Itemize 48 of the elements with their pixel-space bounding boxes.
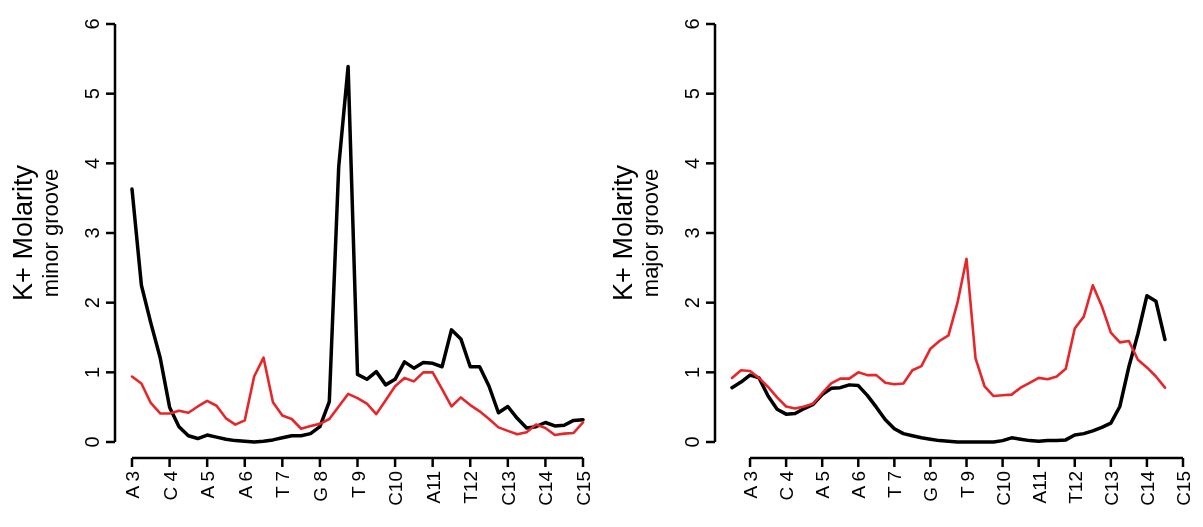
y-tick-label: 4 xyxy=(81,157,103,169)
x-tick-label: C14 xyxy=(1136,470,1158,506)
x-tick-label: A 6 xyxy=(848,471,870,499)
y-tick-label: 3 xyxy=(81,227,103,239)
y-tick-label: 6 xyxy=(81,18,103,30)
text: minor groove xyxy=(38,168,63,298)
x-tick-label: A 5 xyxy=(812,471,834,499)
x-tick-label: C 4 xyxy=(159,470,181,501)
x-tick-label: A11 xyxy=(422,471,444,504)
y-tick-label: 1 xyxy=(681,366,703,378)
x-tick-label: G 8 xyxy=(920,471,942,502)
x-tick-label: C13 xyxy=(497,471,519,506)
x-tick-label: C14 xyxy=(535,470,557,506)
x-tick-label: T12 xyxy=(460,471,482,504)
x-tick-label: A 5 xyxy=(197,471,219,499)
y-axis-title: K+ Molarity xyxy=(608,164,638,301)
line-series xyxy=(730,293,1167,444)
line-series xyxy=(730,257,1167,410)
y-tick-label: 0 xyxy=(681,436,703,448)
y-tick-label: 2 xyxy=(81,297,103,309)
x-tick-label: G 8 xyxy=(309,471,331,502)
x-tick-label: T12 xyxy=(1064,471,1086,504)
x-tick-label: T 9 xyxy=(956,471,978,499)
y-axis-title: K+ Molarity xyxy=(8,164,38,301)
x-tick-label: A 3 xyxy=(122,471,143,499)
x-tick-label: A 6 xyxy=(234,471,256,499)
x-tick-label: A11 xyxy=(1028,471,1050,504)
text: major groove xyxy=(638,168,663,298)
y-tick-label: 5 xyxy=(681,88,703,100)
x-tick-label: C10 xyxy=(992,471,1014,506)
y-tick-label: 3 xyxy=(681,227,703,239)
y-tick-label: 2 xyxy=(681,297,703,309)
x-tick-label: C13 xyxy=(1100,471,1122,506)
x-tick-label: A 3 xyxy=(740,471,762,499)
y-tick-label: 1 xyxy=(81,366,103,378)
x-tick-label: T 9 xyxy=(347,471,369,499)
y-tick-label: 0 xyxy=(81,436,103,448)
x-tick-label: T 7 xyxy=(272,471,294,499)
y-tick-label: 4 xyxy=(681,157,703,169)
x-tick-label: C10 xyxy=(385,471,407,506)
line-series xyxy=(130,356,585,437)
x-tick-label: C15 xyxy=(573,471,594,506)
x-tick-label: C 4 xyxy=(776,470,798,501)
x-tick-label: T 7 xyxy=(884,471,906,499)
y-tick-label: 5 xyxy=(81,88,103,100)
line-series xyxy=(130,64,585,444)
y-tick-label: 6 xyxy=(681,18,703,30)
x-tick-label: C15 xyxy=(1173,471,1194,506)
